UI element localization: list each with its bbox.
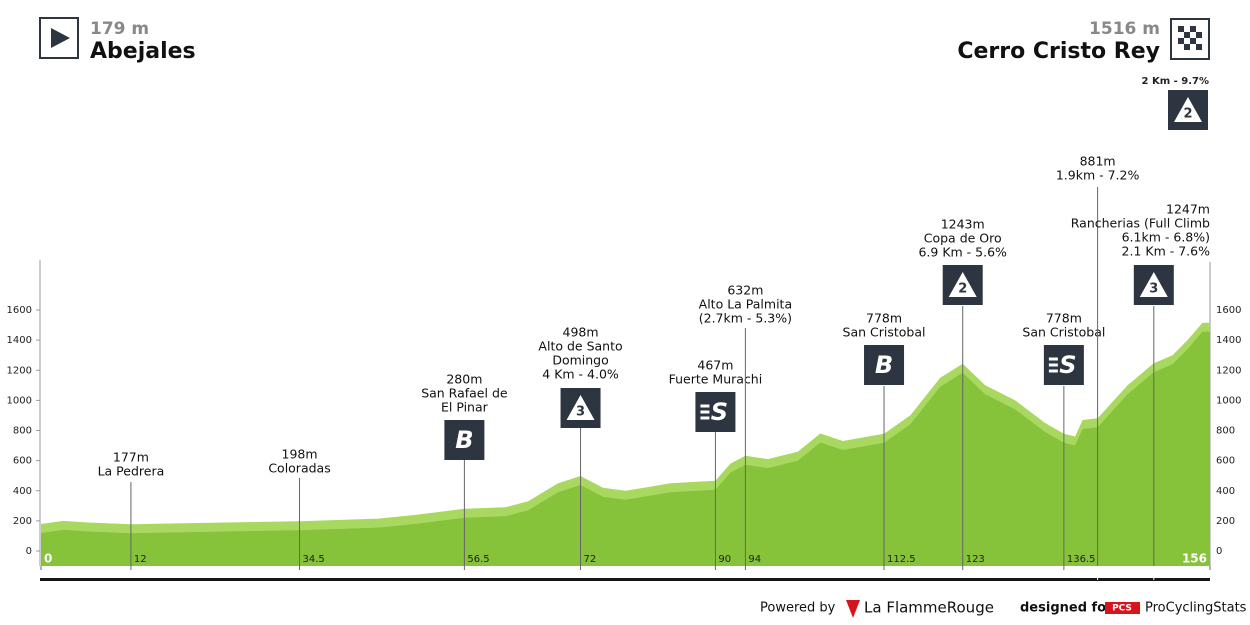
annotation-text: 6.1km - 6.8%) <box>1122 230 1210 245</box>
profile-shade <box>41 331 1210 575</box>
y-tick-label-right: 200 <box>1216 516 1235 527</box>
annotation-text: 498m <box>563 325 599 340</box>
annotation-icon-text: S <box>1059 351 1076 379</box>
annotation-text: 632m <box>727 283 763 298</box>
x-tick-label: 12 <box>134 554 147 565</box>
annotation-text: (2.7km - 5.3%) <box>699 311 792 326</box>
y-tick-label-right: 1200 <box>1216 365 1241 376</box>
final-climb-triangle <box>1174 97 1202 122</box>
annotation-icon-text: 3 <box>1149 282 1158 297</box>
annotation-icon <box>864 345 905 385</box>
annotation-text: Rancherias (Full Climb <box>1071 216 1210 231</box>
start-icon <box>39 17 79 59</box>
annotation-icon <box>444 420 485 460</box>
annotation-text: San Rafael de <box>421 386 508 401</box>
annotation-text: 2.1 Km - 7.6% <box>1122 244 1211 259</box>
y-tick-label: 600 <box>13 456 32 467</box>
y-tick-label-right: 400 <box>1216 486 1235 497</box>
y-tick-label: 1000 <box>7 395 32 406</box>
finish-icon <box>1170 18 1210 60</box>
x-tick-label: 136.5 <box>1067 554 1096 565</box>
profile-cover <box>40 566 1211 578</box>
y-tick-label: 1600 <box>7 305 32 316</box>
start-elevation: 179 m <box>90 19 149 39</box>
y-tick-label-right: 1600 <box>1216 305 1241 316</box>
climb-triangle <box>948 272 977 297</box>
annotation-text: La Pedrera <box>98 464 165 479</box>
annotation-text: 1.9km - 7.2% <box>1056 168 1140 183</box>
annotation-icon-text: 2 <box>958 282 967 297</box>
y-tick-label: 400 <box>13 486 32 497</box>
annotation-icon-text: 3 <box>576 405 585 420</box>
annotation-text: Domingo <box>552 353 608 368</box>
y-tick-label: 0 <box>26 546 32 557</box>
annotation-text: 881m <box>1080 154 1116 169</box>
x-tick-label: 0 <box>44 552 52 566</box>
x-tick-label: 94 <box>748 554 761 565</box>
pcs-site: ProCyclingStats <box>1145 601 1247 616</box>
annotation-icon-text: S <box>711 398 728 426</box>
annotation-text: 6.9 Km - 5.6% <box>918 245 1007 260</box>
annotation-text: 177m <box>113 450 149 465</box>
y-tick-label-right: 0 <box>1216 546 1222 557</box>
annotation-text: 1243m <box>941 217 985 232</box>
annotation-icon-text: B <box>455 426 473 454</box>
x-tick-label: 123 <box>966 554 985 565</box>
annotation-text: El Pinar <box>441 400 489 415</box>
final-climb-text: 2 Km - 9.7% <box>1142 76 1209 87</box>
annotation-text: San Cristobal <box>1022 325 1105 340</box>
y-tick-label-right: 600 <box>1216 456 1235 467</box>
annotation-text: 778m <box>1046 311 1082 326</box>
annotation-text: Coloradas <box>268 461 330 476</box>
x-tick-label: 148.5 <box>1157 569 1186 580</box>
finish-name: Cerro Cristo Rey <box>957 39 1160 64</box>
flamme-logo <box>846 600 860 618</box>
annotation-text: Alto de Santo <box>538 339 622 354</box>
annotation-text: San Cristobal <box>843 325 926 340</box>
powered-by: Powered by <box>760 601 836 616</box>
pcs-text: PCS <box>1112 604 1132 614</box>
annotation-text: 467m <box>697 358 733 373</box>
x-tick-label: 112.5 <box>887 554 916 565</box>
finish-flag <box>1178 26 1202 50</box>
annotation-text: Copa de Oro <box>924 231 1002 246</box>
annotation-text: Alto La Palmita <box>699 297 792 312</box>
y-tick-label-right: 1000 <box>1216 395 1241 406</box>
y-tick-label-right: 1400 <box>1216 335 1241 346</box>
y-tick-label: 200 <box>13 516 32 527</box>
climb-triangle <box>566 395 595 420</box>
pcs-logo <box>1105 602 1140 614</box>
designed-for: designed for <box>1020 601 1113 616</box>
annotation-icon-text: B <box>875 351 893 379</box>
annotation-text: 1247m <box>1166 202 1210 217</box>
x-tick-label: 156 <box>1182 552 1207 566</box>
annotation-text: 778m <box>866 311 902 326</box>
y-tick-label: 1200 <box>7 365 32 376</box>
y-tick-label-right: 800 <box>1216 426 1235 437</box>
annotation-text: 4 Km - 4.0% <box>542 367 619 382</box>
y-tick-label: 1400 <box>7 335 32 346</box>
annotation-text: Fuerte Murachi <box>669 372 763 387</box>
final-climb-category: 2 <box>1183 107 1192 122</box>
y-tick-label: 800 <box>13 426 32 437</box>
flamme-brand: La FlammeRouge <box>864 599 994 617</box>
x-tick-label: 34.5 <box>303 554 325 565</box>
x-tick-label: 90 <box>718 554 731 565</box>
x-tick-label: 141 <box>1101 569 1120 580</box>
x-tick-label: 72 <box>584 554 597 565</box>
start-arrow <box>51 28 70 48</box>
annotation-text: 280m <box>446 372 482 387</box>
finish-elevation: 1516 m <box>1089 19 1160 39</box>
climb-triangle <box>1139 272 1168 297</box>
x-tick-label: 56.5 <box>467 554 489 565</box>
annotation-text: 198m <box>282 447 318 462</box>
start-name: Abejales <box>90 39 196 64</box>
